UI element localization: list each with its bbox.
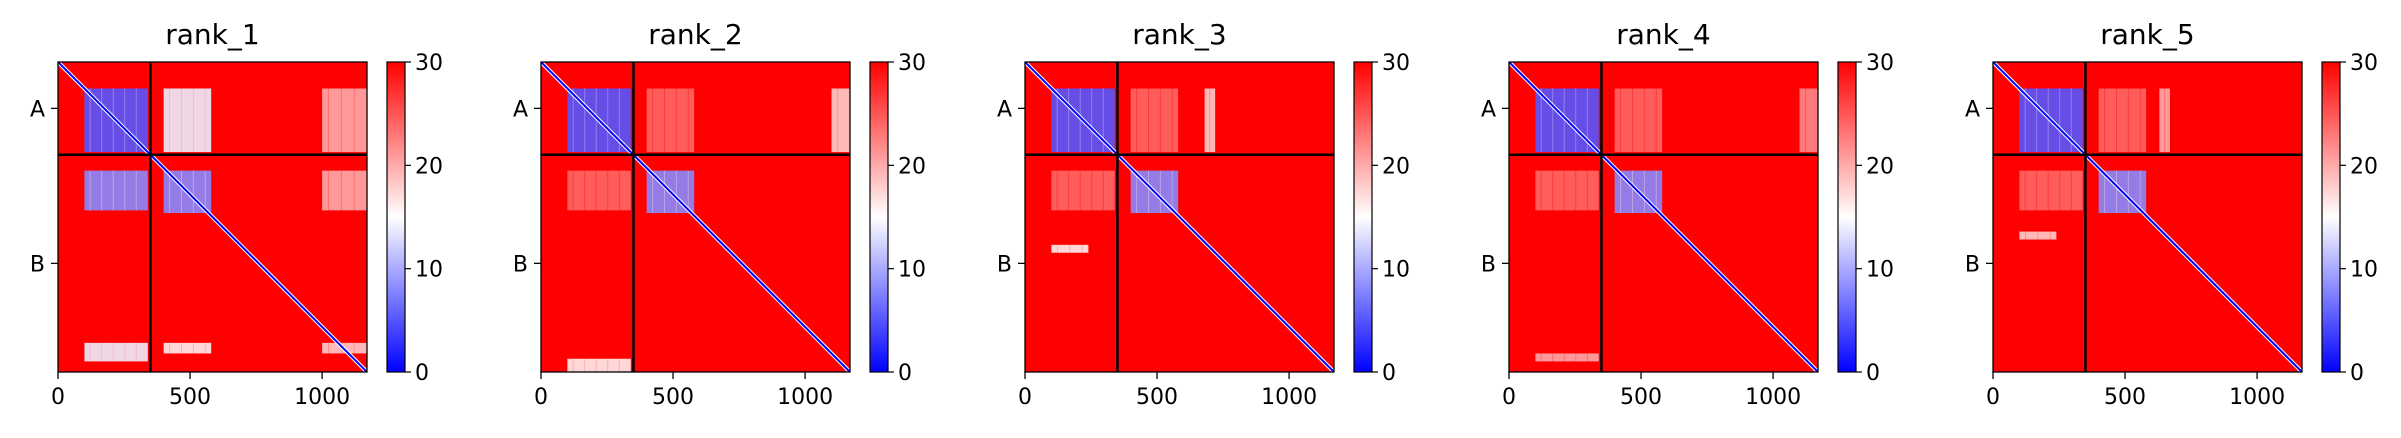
heatmap-panel-3: rank_3 0 500 1000 A B 0 10 20 30 bbox=[997, 18, 1410, 410]
low-error-block bbox=[163, 88, 212, 153]
plot-frame bbox=[1992, 61, 2303, 373]
low-error-block bbox=[163, 342, 212, 354]
y-tick-label: B bbox=[513, 252, 528, 277]
colorbar-tick-label: 20 bbox=[2350, 154, 2378, 179]
colorbar-tick-label: 0 bbox=[415, 361, 429, 386]
colorbar-tick-label: 10 bbox=[898, 258, 926, 283]
x-tick-label: 1000 bbox=[777, 385, 833, 410]
diagonal-line bbox=[1993, 62, 2302, 372]
x-tick-label: 0 bbox=[1986, 385, 2000, 410]
diagonal-line bbox=[1509, 62, 1818, 372]
diagonal-line bbox=[541, 62, 850, 372]
low-error-block bbox=[1051, 244, 1089, 253]
low-error-block bbox=[831, 88, 850, 153]
low-error-block bbox=[2019, 231, 2057, 240]
low-error-block bbox=[567, 358, 631, 372]
low-error-block bbox=[2159, 88, 2170, 153]
x-tick-label: 500 bbox=[1620, 385, 1662, 410]
heatmap-panel-4: rank_4 0 500 1000 A B 0 10 20 30 bbox=[1481, 18, 1894, 410]
low-error-block bbox=[646, 88, 695, 153]
y-tick-label: A bbox=[30, 97, 45, 122]
colorbar bbox=[2321, 61, 2341, 373]
plot-frame bbox=[1508, 61, 1819, 373]
low-error-block bbox=[1204, 88, 1216, 153]
heatmap-cells bbox=[1993, 62, 2302, 372]
low-error-block bbox=[2019, 170, 2083, 211]
colorbar-tick-label: 30 bbox=[415, 51, 443, 76]
colorbar-tick-label: 10 bbox=[2350, 258, 2378, 283]
colorbar-tick-label: 10 bbox=[1382, 258, 1410, 283]
low-error-block bbox=[2098, 88, 2147, 153]
x-tick-label: 500 bbox=[169, 385, 211, 410]
x-tick-label: 500 bbox=[2104, 385, 2146, 410]
colorbar-tick-label: 20 bbox=[1866, 154, 1894, 179]
x-tick-label: 0 bbox=[1018, 385, 1032, 410]
panel-title: rank_1 bbox=[165, 18, 259, 51]
low-error-block bbox=[322, 88, 367, 153]
plot-frame bbox=[1024, 61, 1335, 373]
colorbar bbox=[1353, 61, 1373, 373]
y-tick-label: A bbox=[997, 97, 1012, 122]
y-tick-label: B bbox=[30, 252, 45, 277]
plot-frame bbox=[540, 61, 851, 373]
panel-title: rank_5 bbox=[2100, 18, 2194, 51]
low-error-block bbox=[1614, 88, 1663, 153]
low-error-block bbox=[1535, 170, 1599, 211]
panel-title: rank_3 bbox=[1132, 18, 1226, 51]
colorbar-tick-label: 0 bbox=[1382, 361, 1396, 386]
x-tick-label: 1000 bbox=[1745, 385, 1801, 410]
colorbar-tick-label: 30 bbox=[2350, 51, 2378, 76]
heatmap-panel-1: rank_1 0 500 1000 A B 0 10 20 30 bbox=[30, 18, 443, 410]
y-tick-label: B bbox=[1481, 252, 1496, 277]
colorbar-tick-label: 0 bbox=[898, 361, 912, 386]
low-error-block bbox=[1130, 88, 1179, 153]
low-error-block bbox=[322, 170, 367, 211]
low-error-block bbox=[84, 170, 148, 211]
x-tick-label: 1000 bbox=[2229, 385, 2285, 410]
colorbar-tick-label: 20 bbox=[898, 154, 926, 179]
colorbar-tick-label: 20 bbox=[415, 154, 443, 179]
heatmap-cells bbox=[58, 62, 367, 372]
colorbar bbox=[1837, 61, 1857, 373]
y-tick-label: B bbox=[1965, 252, 1980, 277]
y-tick-label: B bbox=[997, 252, 1012, 277]
colorbar-tick-label: 0 bbox=[2350, 361, 2364, 386]
colorbar-tick-label: 10 bbox=[415, 258, 443, 283]
y-tick-label: A bbox=[1965, 97, 1980, 122]
colorbar-tick-label: 30 bbox=[1866, 51, 1894, 76]
colorbar bbox=[869, 61, 889, 373]
colorbar-tick-label: 10 bbox=[1866, 258, 1894, 283]
y-tick-label: A bbox=[513, 97, 528, 122]
low-error-block bbox=[567, 170, 631, 211]
panel-title: rank_2 bbox=[648, 18, 742, 51]
heatmap-cells bbox=[1025, 62, 1334, 372]
heatmap-panel-2: rank_2 0 500 1000 A B 0 10 20 30 bbox=[513, 18, 926, 410]
low-error-block bbox=[1051, 170, 1115, 211]
low-error-block bbox=[1535, 353, 1599, 362]
plot-frame bbox=[57, 61, 368, 373]
colorbar bbox=[386, 61, 406, 373]
colorbar-tick-label: 30 bbox=[1382, 51, 1410, 76]
low-error-block bbox=[84, 342, 148, 362]
panel-title: rank_4 bbox=[1616, 18, 1710, 51]
heatmap-cells bbox=[1509, 62, 1818, 372]
x-tick-label: 1000 bbox=[1261, 385, 1317, 410]
diagonal-line bbox=[1025, 62, 1334, 372]
x-tick-label: 500 bbox=[652, 385, 694, 410]
x-tick-label: 1000 bbox=[294, 385, 350, 410]
low-error-block bbox=[1799, 88, 1818, 153]
x-tick-label: 500 bbox=[1136, 385, 1178, 410]
colorbar-tick-label: 0 bbox=[1866, 361, 1880, 386]
diagonal-line bbox=[58, 62, 367, 372]
heatmap-panel-5: rank_5 0 500 1000 A B 0 10 20 30 bbox=[1965, 18, 2378, 410]
x-tick-label: 0 bbox=[1502, 385, 1516, 410]
x-tick-label: 0 bbox=[534, 385, 548, 410]
heatmap-cells bbox=[541, 62, 850, 372]
colorbar-tick-label: 20 bbox=[1382, 154, 1410, 179]
y-tick-label: A bbox=[1481, 97, 1496, 122]
colorbar-tick-label: 30 bbox=[898, 51, 926, 76]
x-tick-label: 0 bbox=[51, 385, 65, 410]
